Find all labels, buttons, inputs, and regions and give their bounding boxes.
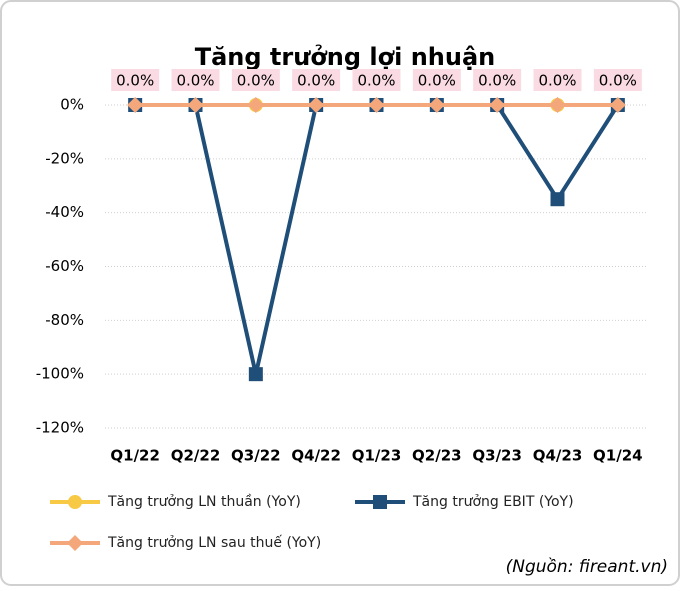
marker bbox=[609, 97, 626, 113]
x-tick-label: Q4/23 bbox=[533, 447, 583, 465]
marker bbox=[308, 97, 325, 113]
marker bbox=[428, 97, 445, 113]
marker bbox=[368, 97, 385, 113]
marker bbox=[127, 97, 144, 113]
data-label: 0.0% bbox=[478, 72, 516, 90]
data-label-bg bbox=[593, 69, 642, 91]
data-label-bg bbox=[533, 69, 582, 91]
y-tick-label: -20% bbox=[45, 149, 84, 167]
y-tick-label: 0% bbox=[60, 96, 84, 114]
legend-marker bbox=[67, 535, 83, 551]
data-label: 0.0% bbox=[599, 72, 637, 90]
data-label-bg bbox=[111, 69, 160, 91]
data-label-bg bbox=[292, 69, 341, 91]
data-label-bg bbox=[412, 69, 461, 91]
data-label: 0.0% bbox=[297, 72, 335, 90]
marker bbox=[489, 97, 506, 113]
x-tick-label: Q2/22 bbox=[171, 447, 221, 465]
marker bbox=[247, 97, 264, 113]
data-label: 0.0% bbox=[418, 72, 456, 90]
marker bbox=[549, 97, 566, 113]
chart-title: Tăng trưởng lợi nhuận bbox=[195, 43, 496, 71]
y-tick-label: -100% bbox=[36, 365, 84, 383]
data-label: 0.0% bbox=[237, 72, 275, 90]
x-tick-label: Q4/22 bbox=[291, 447, 341, 465]
marker bbox=[550, 192, 565, 207]
data-label: 0.0% bbox=[116, 72, 154, 90]
legend-label: Tăng trưởng LN thuần (YoY) bbox=[107, 494, 301, 510]
y-tick-label: -60% bbox=[45, 257, 84, 275]
x-tick-label: Q1/22 bbox=[110, 447, 160, 465]
marker bbox=[187, 97, 204, 113]
marker bbox=[248, 367, 263, 382]
x-tick-label: Q3/23 bbox=[472, 447, 522, 465]
x-tick-label: Q1/24 bbox=[593, 447, 643, 465]
data-label-bg bbox=[473, 69, 522, 91]
x-tick-label: Q3/22 bbox=[231, 447, 281, 465]
x-tick-label: Q1/23 bbox=[352, 447, 402, 465]
y-tick-label: -80% bbox=[45, 311, 84, 329]
data-label-bg bbox=[171, 69, 220, 91]
legend-marker bbox=[373, 495, 387, 509]
y-tick-label: -120% bbox=[36, 419, 84, 437]
legend-label: Tăng trưởng EBIT (YoY) bbox=[412, 494, 574, 510]
data-label: 0.0% bbox=[357, 72, 395, 90]
source: (Nguồn: fireant.vn) bbox=[506, 556, 668, 577]
x-tick-label: Q2/23 bbox=[412, 447, 462, 465]
legend-marker bbox=[68, 495, 82, 509]
data-label-bg bbox=[352, 69, 401, 91]
data-label: 0.0% bbox=[538, 72, 576, 90]
data-label-bg bbox=[231, 69, 280, 91]
legend-label: Tăng trưởng LN sau thuế (YoY) bbox=[107, 534, 321, 551]
y-tick-label: -40% bbox=[45, 203, 84, 221]
data-label: 0.0% bbox=[176, 72, 214, 90]
